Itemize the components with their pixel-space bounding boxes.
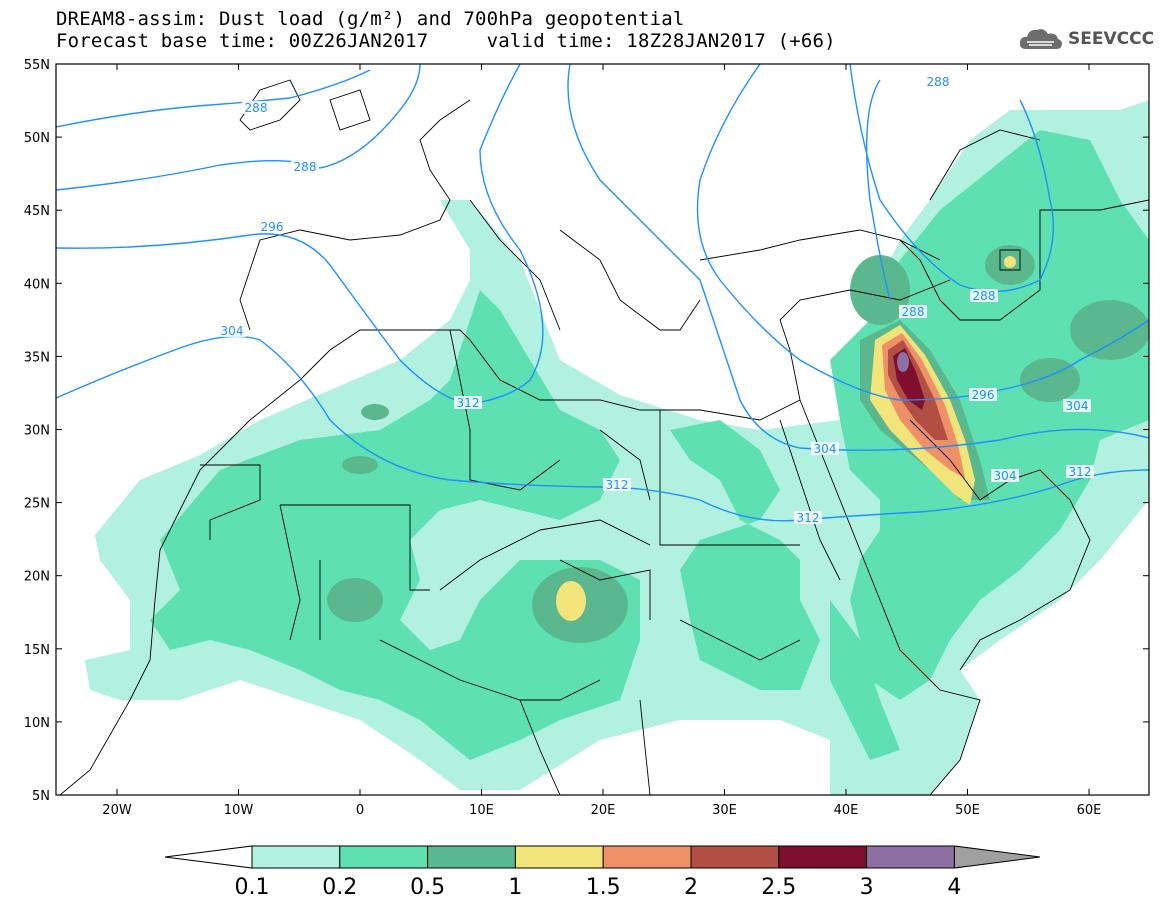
lat-label: 10N <box>24 716 50 731</box>
lat-label: 15N <box>24 643 50 658</box>
colorbar-label: 3 <box>860 875 874 900</box>
lat-label: 50N <box>24 131 50 146</box>
contour-label: 296 <box>972 388 995 402</box>
dust-level-3 <box>897 352 909 372</box>
colorbar-label: 1.5 <box>586 875 621 900</box>
lon-label: 20W <box>102 803 132 818</box>
colorbar-label: 0.5 <box>410 875 445 900</box>
colorbar: 0.1 0.2 0.5 1 1.5 2 2.5 3 4 <box>164 845 1041 900</box>
map-title: DREAM8-assim: Dust load (g/m²) and 700hP… <box>56 8 685 30</box>
contour-label: 288 <box>245 101 268 115</box>
colorbar-label: 0.2 <box>322 875 357 900</box>
contour-label-bg <box>924 75 952 88</box>
map-time-info: Forecast base time: 00Z26JAN2017 valid t… <box>56 30 836 52</box>
cloud-icon <box>1019 29 1062 49</box>
colorbar-segment <box>251 845 341 869</box>
lon-label: 20E <box>591 803 616 818</box>
contour-label-bg <box>242 101 270 114</box>
lat-label: 55N <box>24 58 50 73</box>
contour-label: 288 <box>973 289 996 303</box>
contour-label: 304 <box>814 442 837 456</box>
map-plot-area <box>56 64 1149 795</box>
colorbar-segment <box>339 845 429 869</box>
contour-label-bg <box>258 220 286 233</box>
contour-label-bg <box>1063 399 1091 412</box>
colorbar-label: 1 <box>508 875 522 900</box>
lat-label: 40N <box>24 277 50 292</box>
contour-label-bg <box>991 469 1019 482</box>
contour-label: 312 <box>1069 465 1092 479</box>
colorbar-label: 2.5 <box>761 875 796 900</box>
lat-label: 30N <box>24 424 50 439</box>
colorbar-segment <box>514 845 604 869</box>
lon-label: 10E <box>469 803 494 818</box>
contour-label: 312 <box>797 511 820 525</box>
contour-labels: 288 288 296 304 312 304 312 312 288 288 288 296 304 3… <box>218 75 1094 525</box>
contour-label-bg <box>218 324 246 337</box>
contour-label: 312 <box>606 478 629 492</box>
colorbar-segment <box>427 845 516 869</box>
logo-text: SEEVCCC <box>1068 29 1155 49</box>
colorbar-segment <box>778 845 868 869</box>
contour-label: 296 <box>261 220 284 234</box>
lat-label: 25N <box>24 497 50 512</box>
dust-level-0.2 <box>150 130 1149 760</box>
lon-label: 50E <box>955 803 980 818</box>
colorbar-label: 4 <box>947 875 961 900</box>
lon-label: 30E <box>712 803 737 818</box>
contour-label-bg <box>454 396 482 409</box>
contour-label-bg <box>970 289 998 302</box>
contour-label: 312 <box>457 396 480 410</box>
latitude-axis: 55N 50N 45N 40N 35N 30N 25N 20N 15N 10N 5N <box>24 58 1149 804</box>
contour-label: 288 <box>294 160 317 174</box>
seevccc-logo: SEEVCCC <box>1018 24 1154 54</box>
lon-label: 40E <box>834 803 859 818</box>
colorbar-segment <box>602 845 692 869</box>
contour-label-bg <box>899 305 927 318</box>
colorbar-segment <box>690 845 780 869</box>
contour-label: 288 <box>927 75 950 89</box>
contour-label: 304 <box>994 469 1017 483</box>
lon-label: 60E <box>1077 803 1102 818</box>
lat-label: 5N <box>32 789 50 804</box>
lat-label: 45N <box>24 204 50 219</box>
longitude-axis: 20W 10W 0 10E 20E 30E 40E 50E 60E <box>102 64 1101 818</box>
lat-label: 35N <box>24 350 50 365</box>
colorbar-label: 2 <box>684 875 698 900</box>
contour-label: 304 <box>1066 399 1089 413</box>
colorbar-min-arrow <box>164 845 253 869</box>
contour-label-bg <box>603 478 631 491</box>
contour-label-bg <box>794 511 822 524</box>
contour-label: 288 <box>902 305 925 319</box>
colorbar-max-arrow <box>953 845 1041 869</box>
colorbar-segment <box>866 845 955 869</box>
contour-label-bg <box>291 160 319 173</box>
contour-label-bg <box>969 388 997 401</box>
lon-label: 10W <box>224 803 254 818</box>
lat-label: 20N <box>24 570 50 585</box>
colorbar-label: 0.1 <box>235 875 270 900</box>
contour-label-bg <box>811 442 839 455</box>
contour-label: 304 <box>221 324 244 338</box>
lon-label: 0 <box>356 803 364 818</box>
coastlines-and-borders <box>59 79 1149 795</box>
contour-label-bg <box>1066 465 1094 478</box>
